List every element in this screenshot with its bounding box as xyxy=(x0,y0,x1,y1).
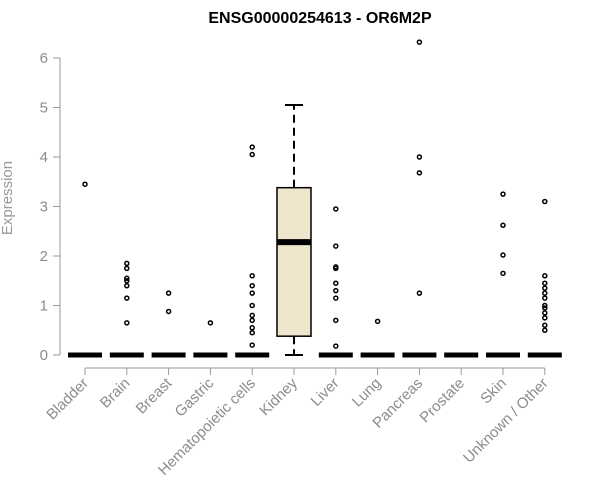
outlier-point xyxy=(542,273,548,279)
outlier-point xyxy=(542,315,548,321)
outlier-point xyxy=(124,295,130,301)
outlier-point xyxy=(333,264,339,270)
outlier-point xyxy=(165,290,172,296)
x-tick-label: Prostate xyxy=(416,375,468,427)
outlier-point xyxy=(249,317,255,324)
y-tick-label: 6 xyxy=(40,50,48,67)
outlier-point xyxy=(542,280,548,286)
outlier-point xyxy=(333,317,339,324)
x-tick-label: Liver xyxy=(308,375,343,410)
outlier-point xyxy=(249,273,255,279)
y-tick-label: 4 xyxy=(40,149,48,166)
outlier-point xyxy=(542,305,548,311)
box-unknown-other xyxy=(527,198,562,358)
outlier-point xyxy=(500,270,506,277)
outlier-point xyxy=(542,285,548,291)
outlier-point xyxy=(333,206,339,212)
outlier-point xyxy=(249,302,255,309)
box-iqr xyxy=(276,186,312,337)
chart-title: ENSG00000254613 - OR6M2P xyxy=(208,10,432,27)
outlier-point xyxy=(500,222,506,229)
outlier-point xyxy=(500,191,506,197)
outlier-point xyxy=(542,198,548,205)
outlier-point xyxy=(333,280,339,286)
y-tick-label: 5 xyxy=(40,100,48,117)
outlier-point xyxy=(374,318,381,325)
outlier-point xyxy=(249,342,255,348)
outlier-point xyxy=(542,295,548,301)
y-axis: 0 1 2 3 4 5 6 xyxy=(40,50,61,364)
y-tick-label: 3 xyxy=(40,199,48,216)
outlier-point xyxy=(207,320,214,326)
x-tick-label: Breast xyxy=(133,374,176,417)
outlier-point xyxy=(249,325,255,331)
outlier-point xyxy=(416,170,423,176)
x-tick-label: Skin xyxy=(477,375,510,408)
outlier-point xyxy=(333,287,339,294)
x-tick-label: Kidney xyxy=(256,374,301,419)
outlier-point xyxy=(416,290,423,296)
outlier-point xyxy=(416,39,423,45)
outlier-point xyxy=(333,295,339,301)
outlier-point xyxy=(124,275,130,282)
y-axis-label: Expression xyxy=(0,161,16,235)
outlier-point xyxy=(124,278,130,284)
outlier-point xyxy=(542,302,548,309)
outlier-point xyxy=(249,312,255,319)
outlier-point xyxy=(124,260,130,267)
y-tick-label: 1 xyxy=(40,298,48,315)
outlier-point xyxy=(124,282,130,289)
x-tick-label: Bladder xyxy=(43,375,92,424)
box-brain xyxy=(109,260,144,358)
box-kidney xyxy=(276,104,312,356)
outlier-point xyxy=(82,181,88,187)
x-tick-label: Lung xyxy=(349,375,385,411)
outlier-point xyxy=(124,320,130,326)
outlier-point xyxy=(542,290,548,296)
outlier-point xyxy=(542,322,548,329)
y-tick-label: 2 xyxy=(40,248,48,265)
outlier-point xyxy=(124,265,130,272)
box-hematopoietic-cells xyxy=(235,144,270,358)
outlier-point xyxy=(249,144,255,150)
outlier-point xyxy=(249,290,255,296)
outlier-point xyxy=(249,329,255,336)
boxes-group xyxy=(68,39,562,358)
box-skin xyxy=(486,191,520,358)
outlier-point xyxy=(416,154,423,160)
outlier-point xyxy=(333,343,339,349)
outlier-point xyxy=(333,243,339,249)
box-gastric xyxy=(193,320,228,358)
box-bladder xyxy=(68,181,102,358)
outlier-point xyxy=(542,310,548,316)
outlier-point xyxy=(249,151,255,158)
x-tick-label: Brain xyxy=(97,375,134,412)
outlier-point xyxy=(249,282,255,289)
y-tick-label: 0 xyxy=(40,347,48,364)
outlier-point xyxy=(542,327,548,333)
box-pancreas xyxy=(402,39,437,358)
box-breast xyxy=(151,290,186,358)
box-lung xyxy=(360,318,395,358)
box-liver xyxy=(318,206,353,358)
outlier-point xyxy=(165,308,172,315)
outlier-point xyxy=(500,252,506,258)
